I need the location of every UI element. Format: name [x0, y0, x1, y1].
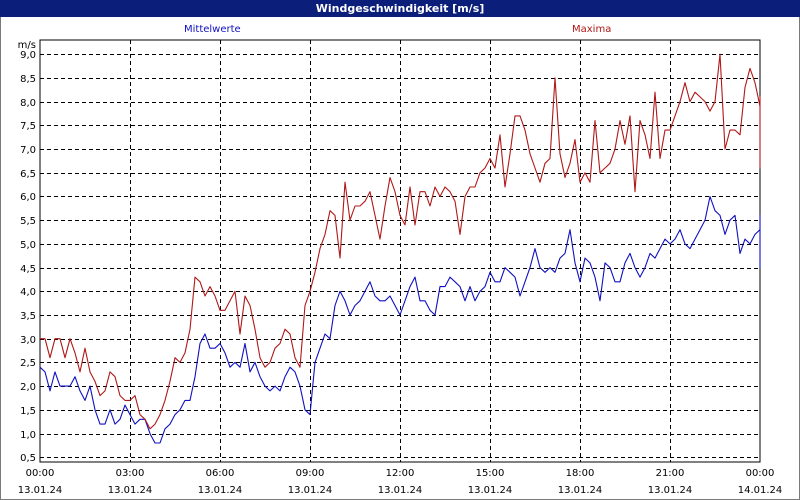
y-tick-label: 9,0	[20, 50, 36, 61]
y-tick-label: 5,5	[20, 216, 36, 227]
y-tick-label: 6,0	[20, 192, 36, 203]
x-tick-time: 15:00	[476, 468, 505, 479]
x-tick-time: 03:00	[116, 468, 145, 479]
y-axis-unit: m/s	[18, 40, 36, 51]
x-tick-date: 13.01.24	[18, 485, 63, 496]
x-tick-date: 13.01.24	[648, 485, 693, 496]
series-line-maxima	[40, 53, 761, 430]
x-tick-date: 14.01.24	[738, 485, 783, 496]
y-tick-label: 2,5	[20, 358, 36, 369]
x-tick-time: 06:00	[206, 468, 235, 479]
y-tick-label: 8,5	[20, 74, 36, 85]
x-tick-date: 13.01.24	[288, 485, 333, 496]
x-tick-time: 00:00	[26, 468, 55, 479]
x-tick-time: 09:00	[296, 468, 325, 479]
x-tick-date: 13.01.24	[108, 485, 153, 496]
y-tick-label: 3,5	[20, 311, 36, 322]
x-tick-time: 00:00	[746, 468, 775, 479]
y-tick-label: 2,0	[20, 382, 36, 393]
x-tick-date: 13.01.24	[198, 485, 243, 496]
legend-mean-label: Mittelwerte	[184, 24, 241, 35]
y-tick-label: 8,0	[20, 98, 36, 109]
y-tick-label: 7,5	[20, 121, 36, 132]
y-tick-label: 5,0	[20, 240, 36, 251]
y-tick-label: 1,0	[20, 430, 36, 441]
y-tick-label: 3,0	[20, 335, 36, 346]
x-tick-time: 18:00	[566, 468, 595, 479]
legend-max-label: Maxima	[572, 24, 612, 35]
chart-title: Windgeschwindigkeit [m/s]	[0, 0, 800, 17]
y-tick-label: 0,5	[20, 453, 36, 464]
x-tick-time: 21:00	[656, 468, 685, 479]
x-tick-date: 13.01.24	[558, 485, 603, 496]
x-tick-date: 13.01.24	[468, 485, 513, 496]
y-tick-label: 1,5	[20, 406, 36, 417]
y-tick-label: 6,5	[20, 169, 36, 180]
series-line-mittelwerte	[39, 195, 761, 444]
y-tick-label: 4,0	[20, 287, 36, 298]
x-tick-date: 13.01.24	[378, 485, 423, 496]
x-tick-time: 12:00	[386, 468, 415, 479]
y-tick-label: 7,0	[20, 145, 36, 156]
y-tick-label: 4,5	[20, 264, 36, 275]
